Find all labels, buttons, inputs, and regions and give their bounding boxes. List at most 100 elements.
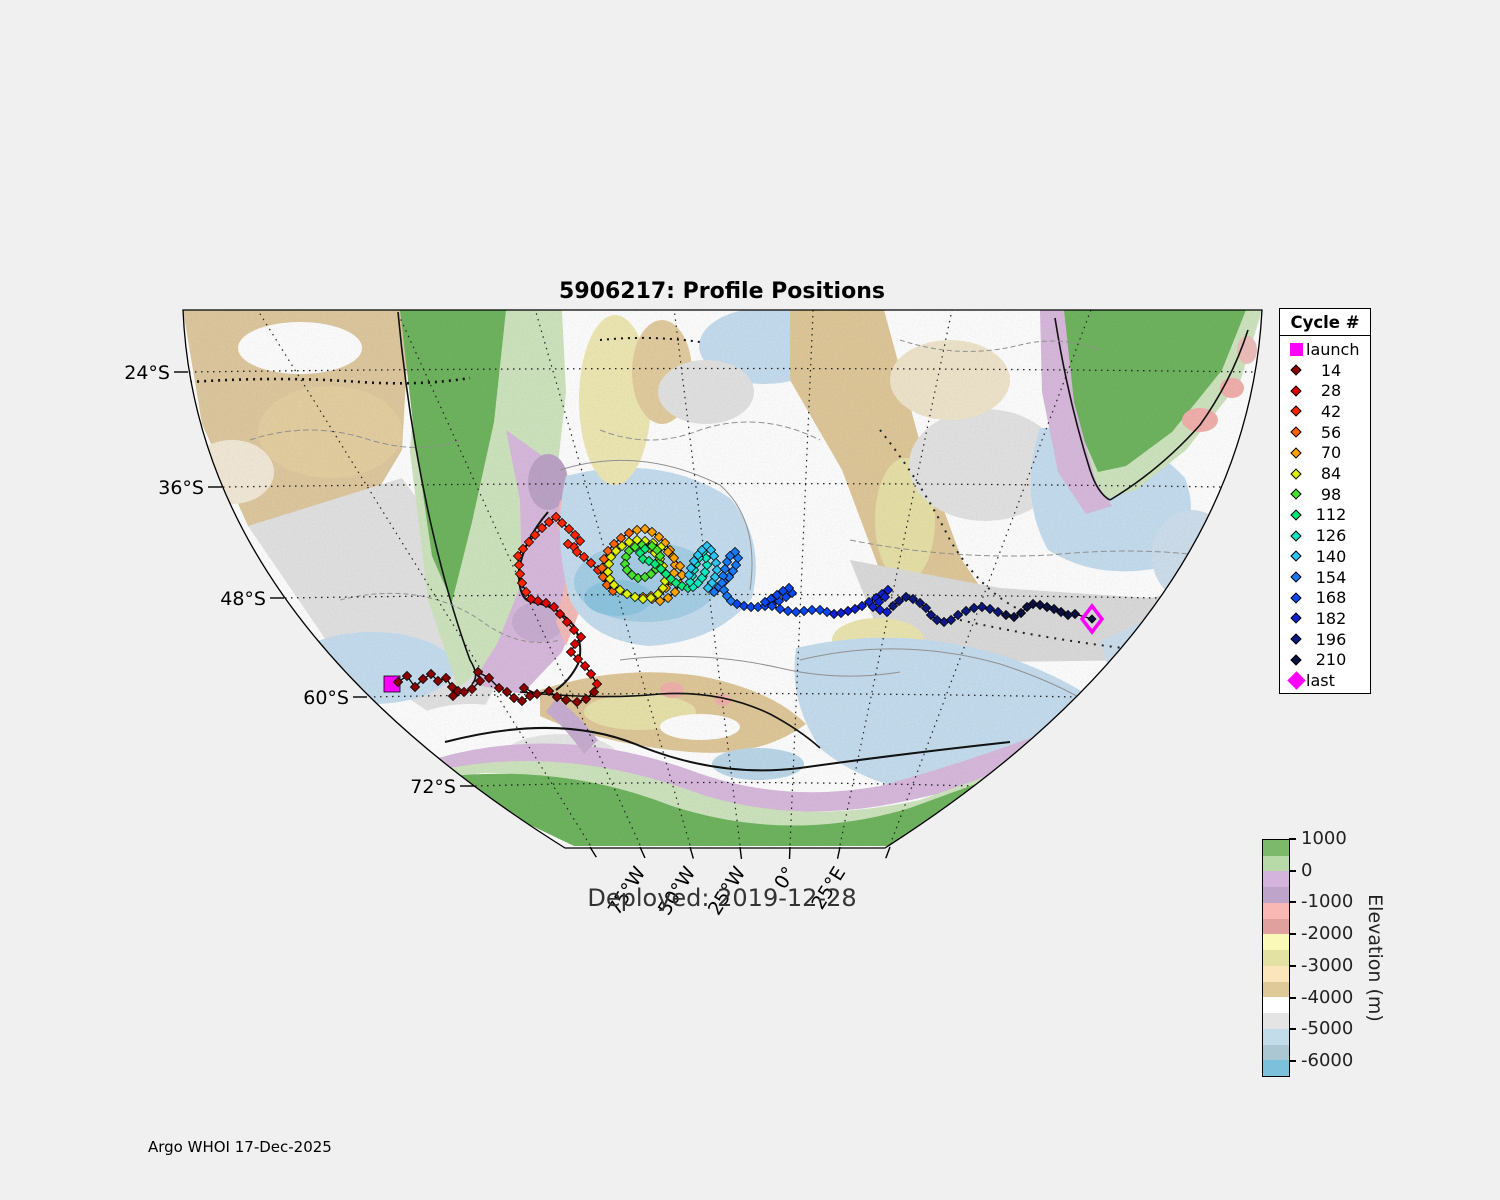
contour-squiggle-8 [619, 655, 901, 677]
profile-marker-cycle-84 [608, 579, 620, 591]
legend-row-154: 154 [1280, 567, 1370, 588]
profile-marker-cycle-14 [580, 693, 592, 705]
legend-row-182: 182 [1280, 608, 1370, 629]
contour-squiggle-4 [559, 459, 753, 591]
profile-marker-cycle-42 [512, 550, 524, 562]
profile-marker-cycle-196 [945, 614, 957, 626]
profile-marker-cycle-98 [646, 540, 658, 552]
lon-tick [689, 846, 695, 859]
cycle-diamond-icon [1286, 550, 1306, 563]
profile-marker-cycle-28 [585, 668, 597, 680]
profile-marker-cycle-28 [548, 601, 560, 613]
cycle-legend: Cycle # launch 14 28 42 56 70 84 98 112 126 140 154… [1279, 308, 1371, 694]
profile-marker-cycle-14 [432, 675, 444, 687]
legend-label: 182 [1315, 608, 1347, 628]
colorbar-tick [1289, 1060, 1296, 1063]
cycle-diamond-icon [1286, 671, 1306, 690]
profile-marker-cycle-168 [745, 601, 757, 613]
profile-marker-cycle-168 [777, 585, 789, 597]
cycle-diamond-icon [1286, 385, 1306, 397]
sa-coastline [397, 311, 477, 685]
profile-marker-cycle-168 [738, 600, 750, 612]
profile-marker-cycle-42 [514, 568, 526, 580]
profile-marker-cycle-28 [569, 638, 581, 650]
profile-marker-cycle-168 [774, 603, 786, 615]
profile-marker-cycle-14 [447, 690, 459, 702]
profile-marker-cycle-182 [881, 606, 893, 618]
cycle-diamond-icon [1286, 447, 1306, 459]
profile-marker-cycle-182 [849, 603, 861, 615]
profile-marker-cycle-182 [879, 591, 891, 603]
profile-marker-cycle-14 [458, 686, 470, 698]
colorbar-band-7 [1263, 950, 1289, 966]
legend-label: 154 [1315, 567, 1347, 587]
profile-marker-cycle-14 [543, 685, 555, 697]
legend-row-98: 98 [1280, 484, 1370, 505]
colorbar-band-1 [1263, 855, 1289, 872]
profile-marker-cycle-196 [914, 597, 926, 609]
profile-marker-cycle-14 [571, 696, 583, 708]
profile-marker-cycle-168 [766, 600, 778, 612]
legend-label: 98 [1320, 484, 1342, 504]
profile-marker-cycle-70 [668, 552, 680, 564]
contour-squiggle-1 [249, 429, 461, 448]
profile-marker-cycle-210 [1048, 603, 1060, 615]
profile-marker-cycle-196 [925, 609, 937, 621]
profile-marker-cycle-42 [536, 522, 548, 534]
legend-row-140: 140 [1280, 546, 1370, 567]
profile-marker-cycle-14 [518, 682, 530, 694]
profile-marker-cycle-210 [1015, 607, 1027, 619]
contour-squiggle-7 [899, 339, 1101, 352]
cycle-diamond-icon [1286, 592, 1306, 604]
cycle-diamond-icon [1286, 633, 1306, 645]
profile-marker-cycle-196 [984, 603, 996, 615]
profile-marker-cycle-14 [501, 686, 513, 698]
profile-marker-cycle-196 [976, 601, 988, 613]
profile-marker-cycle-42 [529, 529, 541, 541]
profile-marker-cycle-168 [798, 605, 810, 617]
profile-marker-cycle-42 [543, 516, 555, 528]
profile-marker-cycle-42 [578, 551, 590, 563]
profile-marker-cycle-196 [887, 600, 899, 612]
profile-marker-cycle-14 [417, 673, 429, 685]
colorbar-tick [1289, 933, 1296, 936]
colorbar-tick [1289, 901, 1296, 904]
profile-marker-cycle-210 [1000, 609, 1012, 621]
cycle-diamond-icon [1286, 426, 1306, 438]
footer-caption: Argo WHOI 17-Dec-2025 [148, 1138, 332, 1156]
cycle-diamond-icon [1286, 509, 1306, 521]
profile-marker-cycle-98 [629, 541, 641, 553]
map-group: 24°S36°S48°S60°S72°S75°W 50°W 25°W 0° 25°E [124, 309, 1263, 919]
colorbar-band-14 [1263, 1060, 1289, 1077]
contour-squiggle-2 [599, 421, 821, 441]
profile-marker-cycle-14 [446, 681, 458, 693]
legend-label: 210 [1315, 650, 1347, 670]
profile-marker-cycle-28 [554, 608, 566, 620]
profile-marker-cycle-70 [674, 560, 686, 572]
profile-marker-cycle-42 [513, 559, 525, 571]
legend-label: launch [1306, 339, 1360, 359]
legend-label: 126 [1315, 526, 1347, 546]
profile-marker-cycle-126 [701, 559, 713, 571]
colorbar-tick-label: -1000 [1301, 891, 1354, 913]
profile-marker-cycle-196 [952, 609, 964, 621]
legend-row-70: 70 [1280, 443, 1370, 464]
colorbar-tick [1289, 838, 1296, 840]
legend-row-14: 14 [1280, 360, 1370, 381]
profile-marker-cycle-42 [523, 536, 535, 548]
legend-row-28: 28 [1280, 380, 1370, 401]
profile-marker-cycle-28 [540, 597, 552, 609]
legend-label: 140 [1315, 546, 1347, 566]
colorbar-tick-label: -3000 [1301, 954, 1354, 976]
legend-label: 28 [1320, 381, 1342, 401]
elevation-colorbar [1262, 839, 1290, 1077]
profile-marker-cycle-42 [562, 538, 574, 550]
antarctica-coast [444, 726, 1011, 772]
launch-square-icon [1286, 342, 1306, 356]
profile-marker-cycle-70 [669, 586, 681, 598]
lat-label: 72°S [410, 776, 456, 798]
cycle-diamond-icon [1286, 612, 1306, 625]
africa-coast-west [1054, 317, 1111, 501]
legend-row-last: last [1280, 670, 1370, 691]
profile-marker-cycle-182 [882, 584, 894, 596]
